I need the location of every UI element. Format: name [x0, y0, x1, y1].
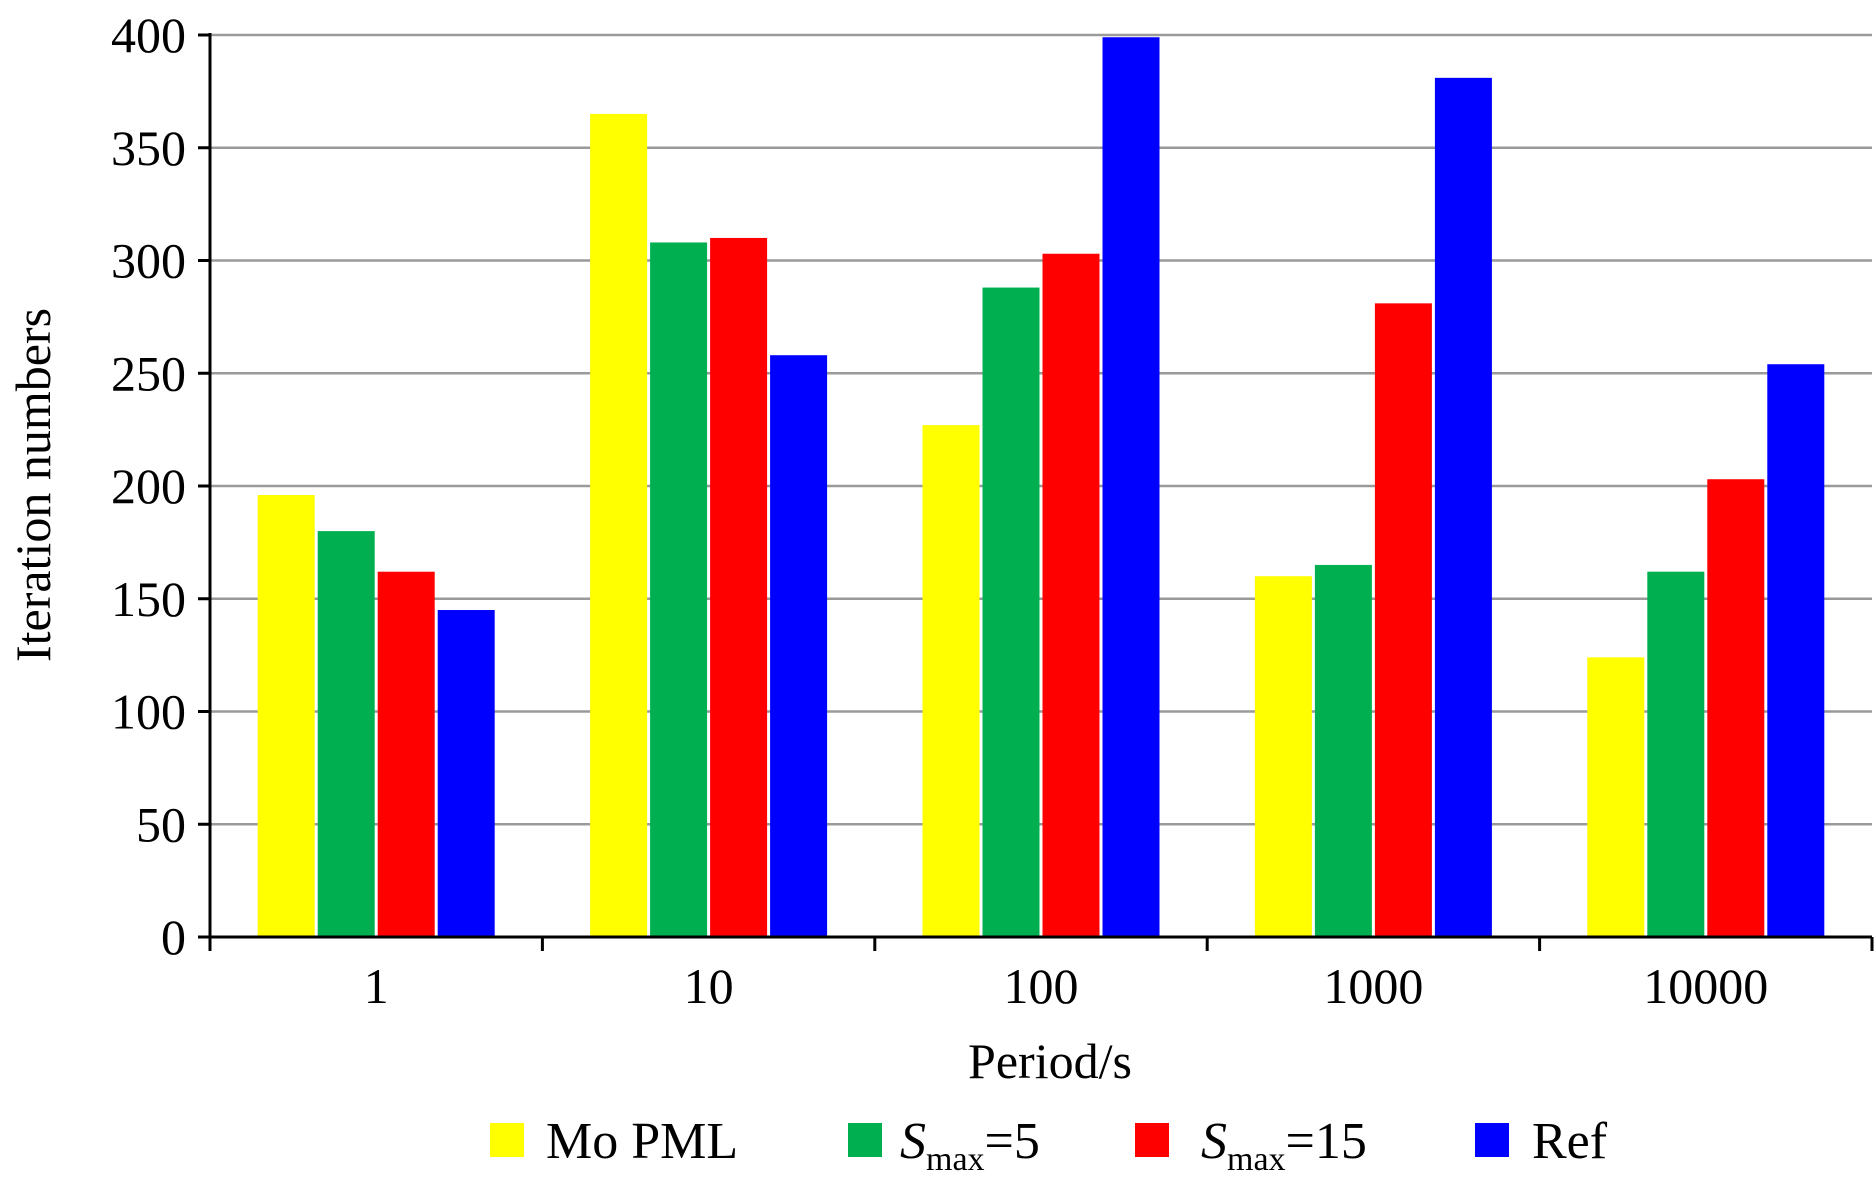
y-tick-label-200: 200 [111, 458, 186, 514]
legend-label-smax-5-symbol: S [900, 1113, 926, 1170]
legend-item-mo-pml: Mo PML [490, 1113, 738, 1170]
bar-mo-pml-100 [922, 425, 980, 937]
legend-label-smax-15-symbol: S [1201, 1113, 1227, 1170]
legend-label-mo-pml: Mo PML [546, 1113, 738, 1170]
legend-swatch-smax-15 [1135, 1123, 1169, 1157]
bar-s-max-5-100 [982, 287, 1040, 937]
y-axis-title: Iteration numbers [5, 308, 61, 662]
x-tick-label-10: 10 [684, 958, 734, 1014]
legend-label-smax-5-rest: =5 [985, 1113, 1040, 1170]
bar-ref-1000 [1434, 77, 1492, 938]
legend-label-smax-5-subscript: max [926, 1141, 985, 1178]
y-tick-label-250: 250 [111, 345, 186, 401]
x-tick-label-1000: 1000 [1323, 958, 1423, 1014]
y-tick-label-0: 0 [161, 909, 186, 965]
bar-ref-10000 [1767, 364, 1825, 938]
x-axis-title: Period/s [968, 1033, 1132, 1089]
bar-s-max-15-1000 [1374, 303, 1432, 938]
legend-label-smax-15-subscript: max [1227, 1141, 1286, 1178]
bar-s-max-5-1000 [1314, 564, 1372, 937]
x-tick-label-10000: 10000 [1643, 958, 1768, 1014]
legend-swatch-mo-pml [490, 1123, 524, 1157]
bar-s-max-5-1 [317, 531, 375, 937]
legend-item-smax-15: Smax=15 [1135, 1113, 1367, 1178]
x-tick-label-100: 100 [1004, 958, 1079, 1014]
y-tick-label-150: 150 [111, 571, 186, 627]
bar-mo-pml-1 [257, 495, 315, 937]
legend-label-smax-15-rest: =15 [1286, 1113, 1367, 1170]
y-tick-label-300: 300 [111, 233, 186, 289]
bar-mo-pml-10000 [1587, 657, 1645, 937]
legend: Mo PML Smax=5 Smax=15 Ref [490, 1113, 1608, 1178]
y-tick-label-100: 100 [111, 684, 186, 740]
y-tick-label-50: 50 [136, 796, 186, 852]
y-tick-label-400: 400 [111, 7, 186, 63]
axes: 0 50 100 150 200 250 300 350 400 1 10 100 1000 10000 [111, 7, 1874, 1014]
bar-s-max-15-10000 [1707, 479, 1765, 937]
bar-ref-1 [437, 610, 495, 937]
legend-label-smax-15: Smax=15 [1201, 1113, 1367, 1178]
bar-s-max-15-100 [1042, 253, 1100, 938]
bar-s-max-15-10 [710, 237, 768, 937]
legend-swatch-smax-5 [848, 1123, 882, 1157]
bar-s-max-15-1 [377, 571, 435, 937]
legend-label-ref: Ref [1532, 1113, 1608, 1170]
y-tick-label-350: 350 [111, 120, 186, 176]
bar-mo-pml-1000 [1254, 576, 1312, 937]
bar-ref-10 [770, 355, 828, 938]
legend-label-smax-5: Smax=5 [900, 1113, 1040, 1178]
legend-item-smax-5: Smax=5 [848, 1113, 1040, 1178]
legend-item-ref: Ref [1475, 1113, 1608, 1170]
bar-ref-100 [1102, 37, 1160, 937]
x-tick-label-1: 1 [364, 958, 389, 1014]
bar-s-max-5-10 [650, 242, 708, 937]
bar-mo-pml-10 [590, 113, 648, 938]
bar-s-max-5-10000 [1647, 571, 1705, 937]
bars [257, 37, 1825, 938]
legend-swatch-ref [1475, 1123, 1509, 1157]
